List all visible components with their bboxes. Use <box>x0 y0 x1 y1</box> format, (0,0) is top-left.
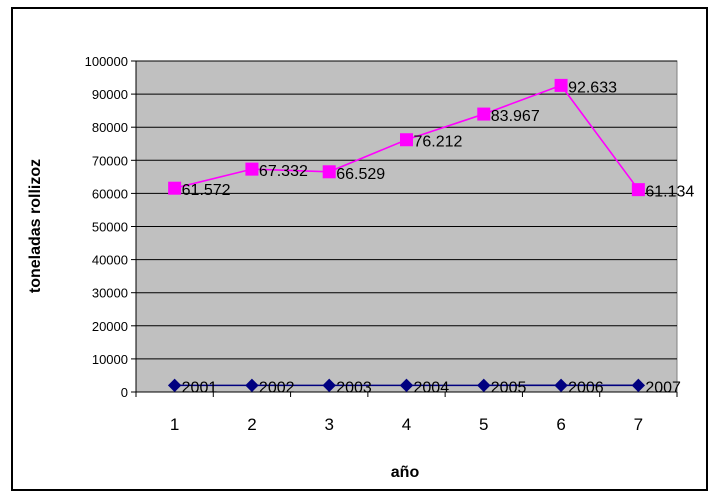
data-label: 61.572 <box>182 182 231 199</box>
data-point <box>554 378 568 393</box>
data-point <box>554 78 568 92</box>
data-point <box>631 378 646 393</box>
y-tick-label: 0 <box>121 385 128 400</box>
data-point <box>631 183 645 197</box>
data-point <box>477 378 491 393</box>
data-label: 83.967 <box>491 108 540 125</box>
data-point <box>245 162 259 176</box>
data-label: 2006 <box>568 379 604 396</box>
y-axis: 0 10000 20000 30000 40000 50000 60000 70000 8000… <box>85 54 137 400</box>
data-label: 2004 <box>414 379 450 396</box>
x-tick-label: 4 <box>402 415 411 434</box>
data-point <box>167 378 182 393</box>
y-tick-label: 70000 <box>92 153 128 168</box>
y-tick-label: 50000 <box>92 220 128 235</box>
x-tick-label: 5 <box>479 415 488 434</box>
series-layer: 2001 2002 2003 2004 2005 2006 2007 61.572 67.332… <box>167 78 694 396</box>
y-tick-label: 10000 <box>92 352 128 367</box>
data-point <box>245 378 259 393</box>
data-point <box>400 133 413 147</box>
y-tick-label: 90000 <box>92 87 128 102</box>
y-tick-label: 20000 <box>92 319 128 334</box>
x-tick-label: 1 <box>170 415 179 434</box>
data-label: 92.633 <box>568 79 617 96</box>
x-axis: 1 2 3 4 5 6 7 <box>135 391 678 434</box>
data-label: 2001 <box>182 379 218 396</box>
y-axis-title: toneladas rollizoz <box>27 159 44 293</box>
x-tick-label: 6 <box>556 415 565 434</box>
data-label: 2007 <box>645 379 681 396</box>
data-point <box>322 165 336 179</box>
y-tick-label: 60000 <box>92 186 128 201</box>
data-label: 66.529 <box>336 166 385 183</box>
data-point <box>399 378 414 393</box>
data-label: 67.332 <box>259 163 308 180</box>
y-tick-label: 100000 <box>85 54 128 69</box>
x-axis-title: año <box>391 464 420 481</box>
y-tick-label: 80000 <box>92 120 128 135</box>
data-label: 76.212 <box>414 134 463 151</box>
data-point <box>477 107 491 121</box>
y-tick-label: 30000 <box>92 286 128 301</box>
x-tick-label: 7 <box>634 415 643 434</box>
x-tick-label: 3 <box>324 415 333 434</box>
data-label: 2002 <box>259 379 295 396</box>
x-tick-label: 2 <box>247 415 256 434</box>
data-label: 2003 <box>336 379 372 396</box>
data-point <box>322 378 336 393</box>
data-point <box>168 181 182 195</box>
gridlines <box>136 60 677 360</box>
data-label: 2005 <box>491 379 527 396</box>
y-tick-label: 40000 <box>92 253 128 268</box>
data-label: 61.134 <box>645 184 694 201</box>
